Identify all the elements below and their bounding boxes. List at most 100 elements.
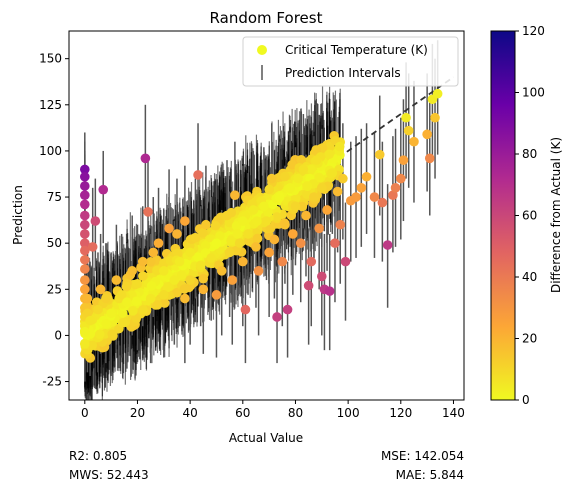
- data-point: [248, 205, 259, 215]
- data-point: [422, 129, 432, 140]
- data-point: [127, 266, 137, 276]
- y-axis-label: Prediction: [11, 185, 25, 245]
- colorbar-label: Difference from Actual (K): [549, 137, 563, 293]
- data-point: [377, 197, 388, 208]
- data-point: [201, 219, 211, 230]
- data-point: [80, 238, 90, 248]
- data-point: [169, 275, 180, 285]
- data-point: [369, 192, 380, 202]
- data-point: [311, 155, 322, 165]
- y-axis-ticks: -25 0 25 50 75 100 125 150: [39, 52, 69, 389]
- data-point: [137, 256, 148, 267]
- data-point: [85, 315, 95, 326]
- data-point: [145, 257, 156, 267]
- data-point: [238, 256, 248, 267]
- data-point: [159, 266, 169, 276]
- data-point: [138, 304, 148, 315]
- data-point: [193, 170, 203, 180]
- data-point: [234, 238, 245, 248]
- data-point: [152, 265, 162, 276]
- data-point: [80, 181, 90, 191]
- plot-frame: [68, 30, 465, 401]
- data-point: [301, 210, 311, 221]
- data-point: [259, 201, 269, 212]
- data-point: [317, 183, 327, 193]
- data-point: [87, 242, 98, 252]
- data-point: [146, 281, 157, 291]
- data-point: [314, 172, 324, 183]
- data-point: [185, 275, 195, 285]
- y-tick-label: 25: [47, 282, 62, 296]
- data-point: [93, 304, 103, 315]
- data-point: [244, 236, 254, 246]
- data-point: [240, 304, 251, 315]
- data-point: [185, 247, 195, 258]
- colorbar-ticks: 0 20 40 60 80 100 120: [515, 24, 545, 407]
- x-axis-ticks: 0 20 40 60 80 100 120 140: [81, 400, 465, 420]
- data-point: [140, 153, 151, 164]
- data-point: [301, 189, 312, 199]
- data-point: [138, 271, 148, 281]
- data-point: [153, 238, 164, 248]
- data-point: [253, 266, 264, 276]
- data-point: [172, 287, 182, 298]
- stat-mse: MSE: 142.054: [381, 449, 464, 463]
- data-point: [174, 256, 185, 267]
- data-point: [251, 242, 261, 252]
- data-point: [162, 282, 173, 293]
- data-point: [396, 173, 406, 184]
- x-axis-label: Actual Value: [229, 431, 303, 445]
- data-point: [94, 329, 105, 340]
- data-points: [80, 88, 443, 363]
- data-point: [82, 293, 93, 304]
- stat-r2: R2: 0.805: [69, 449, 127, 463]
- colorbar-tick-label: 40: [522, 270, 537, 284]
- data-point: [128, 305, 138, 316]
- data-point: [306, 256, 317, 267]
- data-point: [179, 284, 190, 294]
- data-point: [334, 141, 345, 152]
- data-point: [122, 297, 132, 308]
- data-point: [390, 183, 401, 193]
- data-point: [374, 149, 385, 160]
- data-point: [87, 340, 98, 351]
- legend-label-critical-temperature: Critical Temperature (K): [285, 43, 428, 57]
- data-point: [215, 231, 225, 241]
- colorbar-tick-label: 0: [522, 393, 530, 407]
- colorbar-tick-label: 80: [522, 147, 537, 161]
- data-point: [193, 252, 203, 262]
- data-point: [211, 238, 222, 248]
- legend-box: [242, 36, 459, 87]
- data-point: [324, 286, 335, 296]
- data-point: [324, 149, 335, 160]
- data-point: [356, 183, 367, 193]
- colorbar-tick-label: 100: [522, 86, 545, 100]
- data-point: [116, 290, 127, 300]
- data-point: [164, 223, 174, 234]
- data-point: [172, 229, 182, 239]
- data-point: [80, 264, 90, 274]
- data-point: [216, 266, 227, 276]
- x-tick-label: 20: [130, 406, 145, 420]
- legend-marker-critical-temperature: [257, 45, 267, 55]
- colorbar-tick-label: 20: [522, 332, 537, 346]
- data-point: [432, 88, 443, 99]
- data-point: [143, 207, 153, 217]
- data-point: [322, 205, 332, 215]
- data-point: [80, 219, 90, 230]
- y-tick-label: 75: [47, 190, 62, 204]
- data-point: [80, 210, 90, 221]
- y-tick-label: -25: [42, 375, 62, 389]
- data-point: [311, 145, 321, 155]
- data-point: [398, 155, 409, 165]
- data-point: [303, 280, 314, 291]
- data-point: [148, 247, 159, 258]
- data-point: [401, 112, 411, 123]
- data-point: [80, 254, 90, 265]
- data-point: [101, 293, 111, 304]
- data-point: [332, 186, 343, 197]
- data-point: [297, 201, 308, 212]
- data-point: [264, 184, 275, 195]
- data-point: [111, 275, 122, 285]
- data-point: [282, 304, 293, 315]
